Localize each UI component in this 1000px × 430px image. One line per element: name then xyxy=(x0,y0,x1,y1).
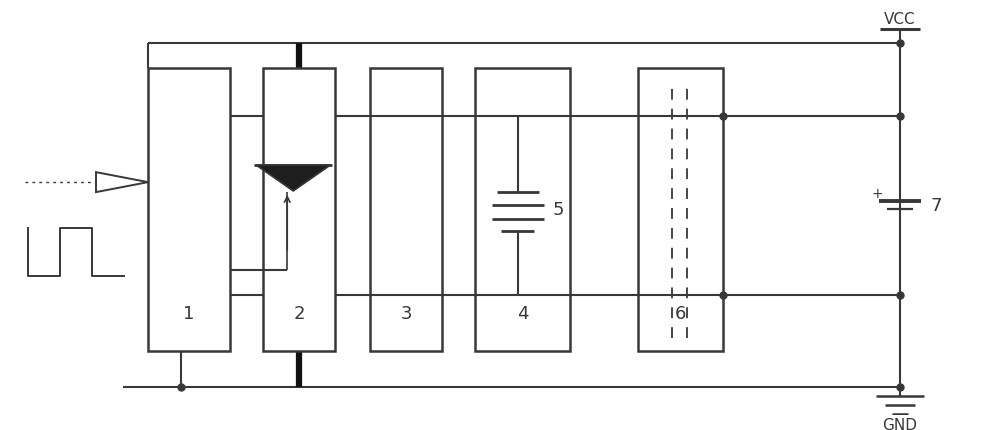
Bar xyxy=(263,68,335,351)
Text: 1: 1 xyxy=(183,304,195,322)
Bar xyxy=(475,68,570,351)
Bar xyxy=(148,68,230,351)
Text: 4: 4 xyxy=(517,304,528,322)
Bar xyxy=(638,68,723,351)
Text: VCC: VCC xyxy=(884,12,916,28)
Bar xyxy=(370,68,442,351)
Polygon shape xyxy=(256,166,330,191)
Text: 5: 5 xyxy=(553,201,564,219)
Text: 6: 6 xyxy=(675,304,686,322)
Text: 3: 3 xyxy=(400,304,412,322)
Text: 2: 2 xyxy=(293,304,305,322)
Text: GND: GND xyxy=(883,417,918,430)
Text: 7: 7 xyxy=(930,197,942,215)
Text: +: + xyxy=(871,186,883,200)
